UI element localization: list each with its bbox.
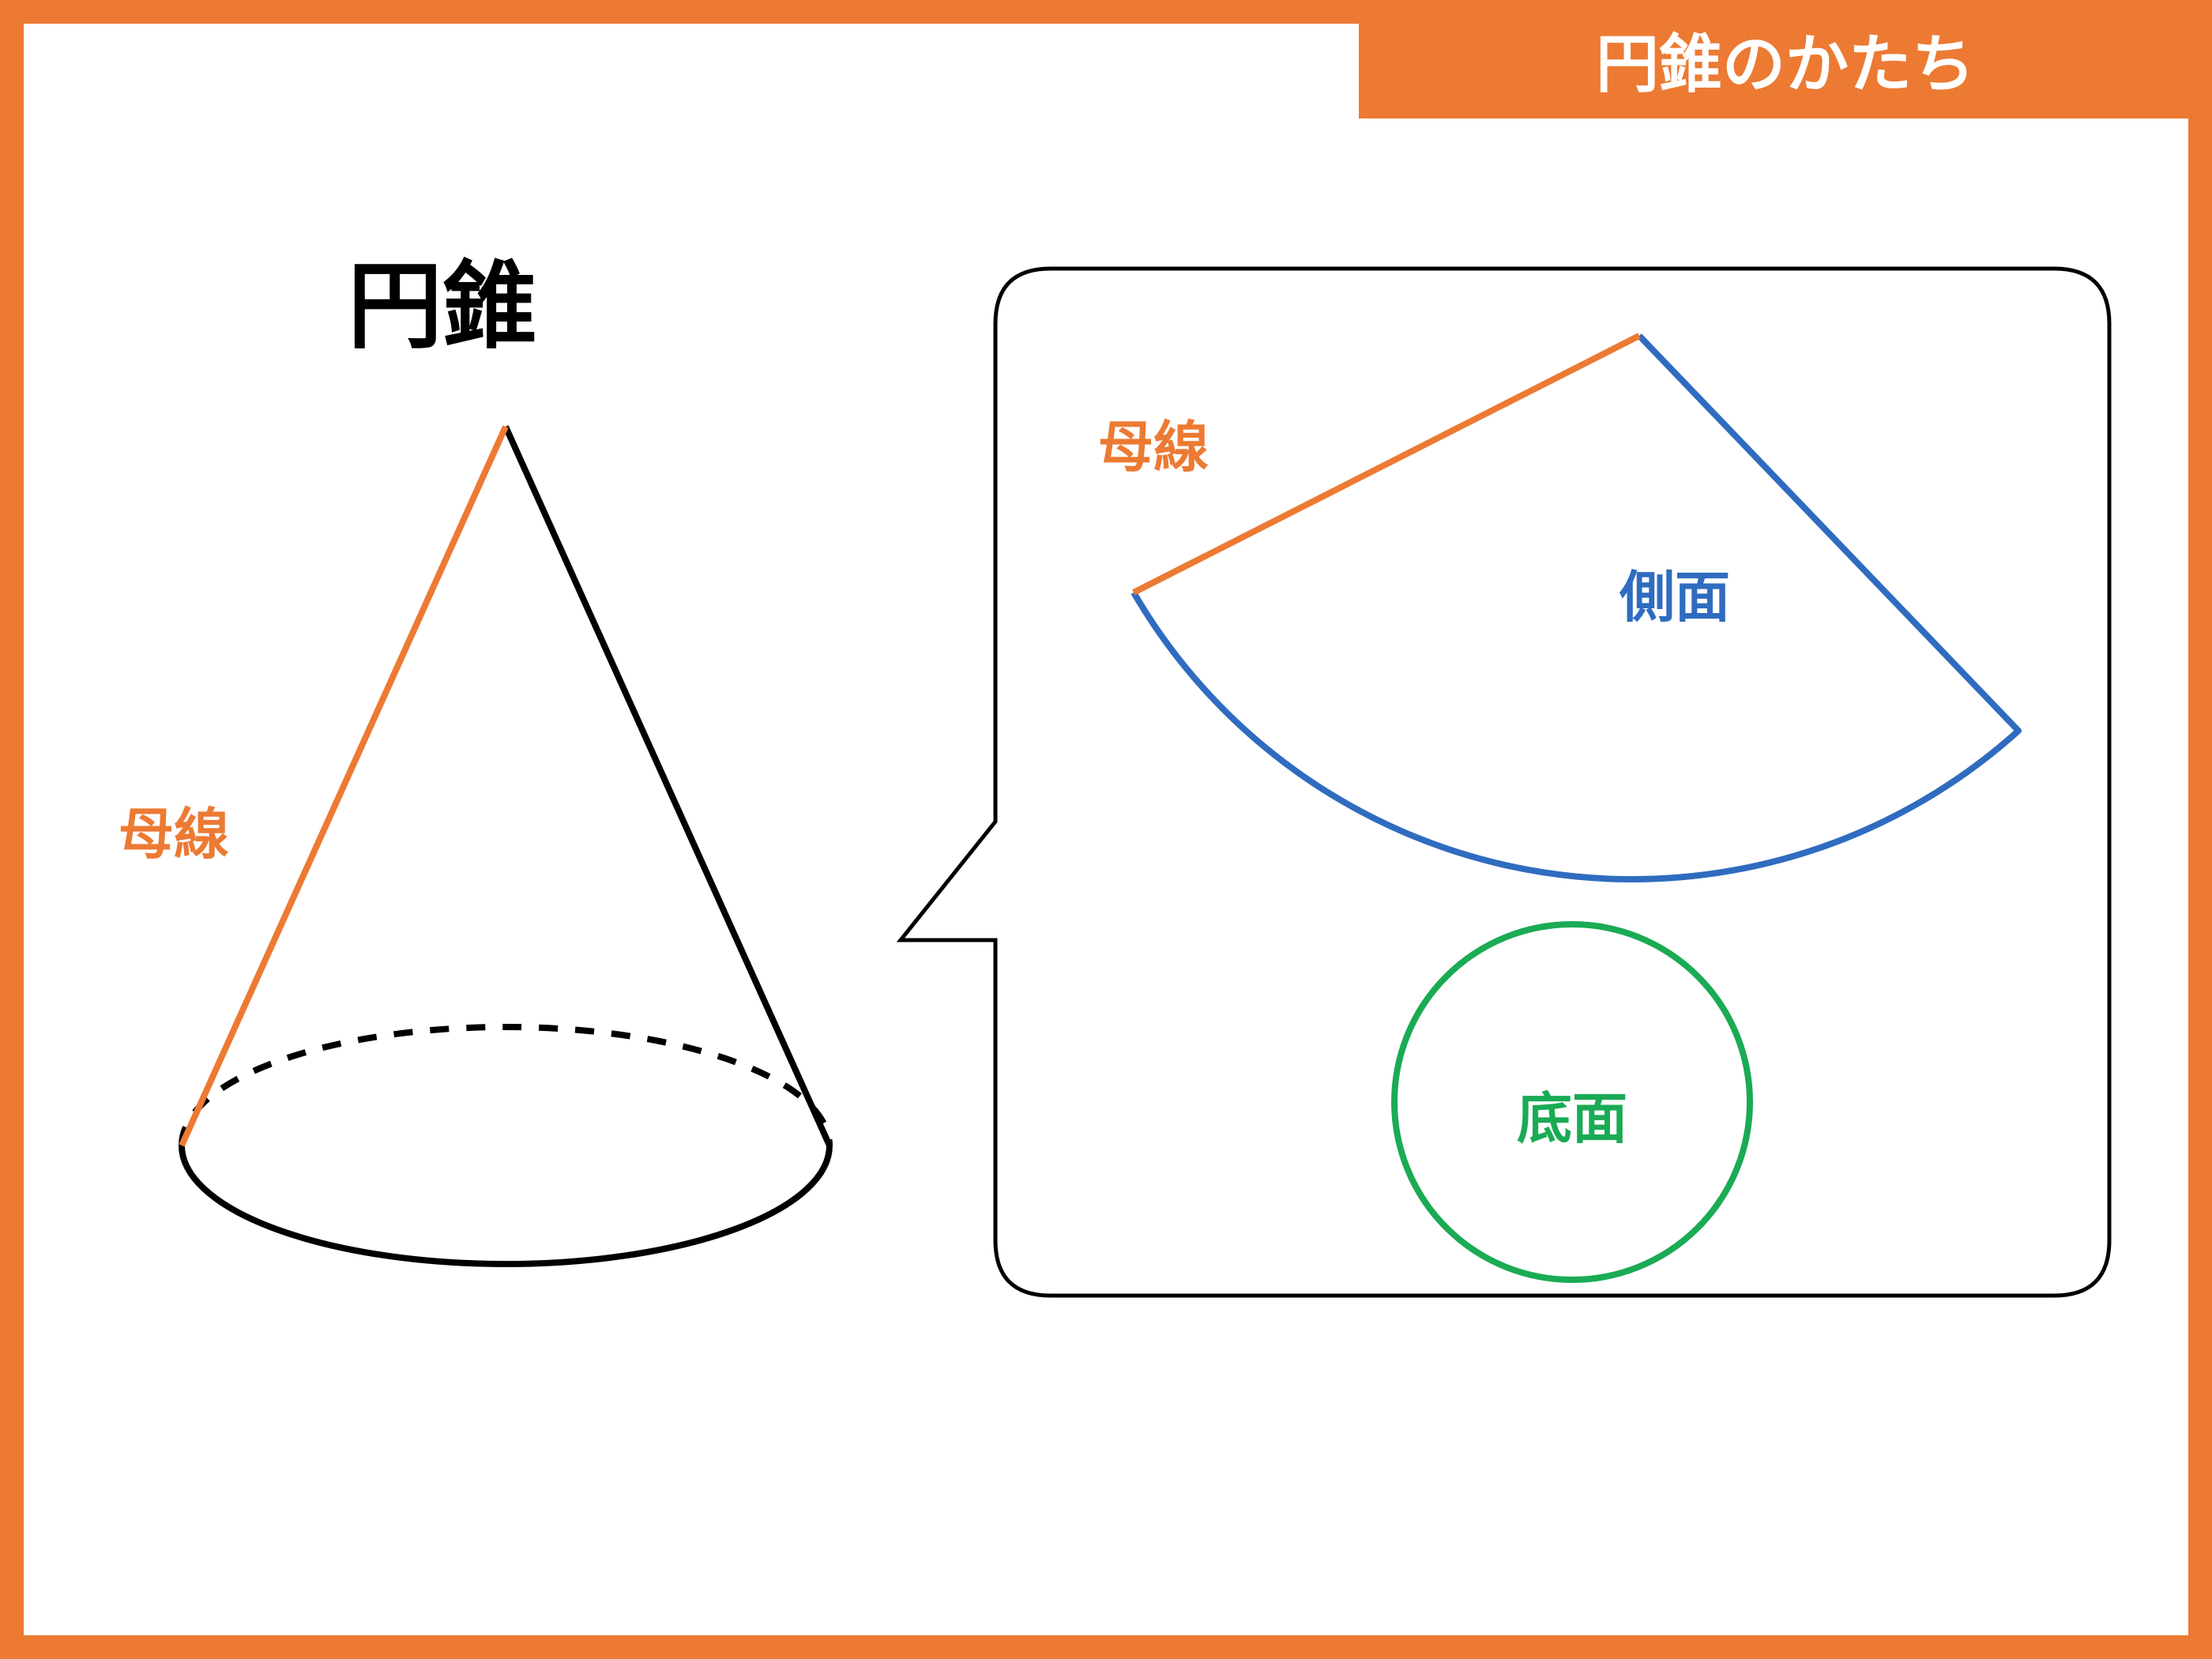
sector-outline [1134,336,2018,879]
label-side-face: 側面 [1620,553,1730,633]
label-base-face: 底面 [1517,1074,1627,1154]
sector-generatrix [1134,336,1639,592]
net-diagram [0,0,2212,1659]
label-generatrix-right: 母線 [1098,403,1209,483]
label-generatrix-left: 母線 [118,790,229,870]
